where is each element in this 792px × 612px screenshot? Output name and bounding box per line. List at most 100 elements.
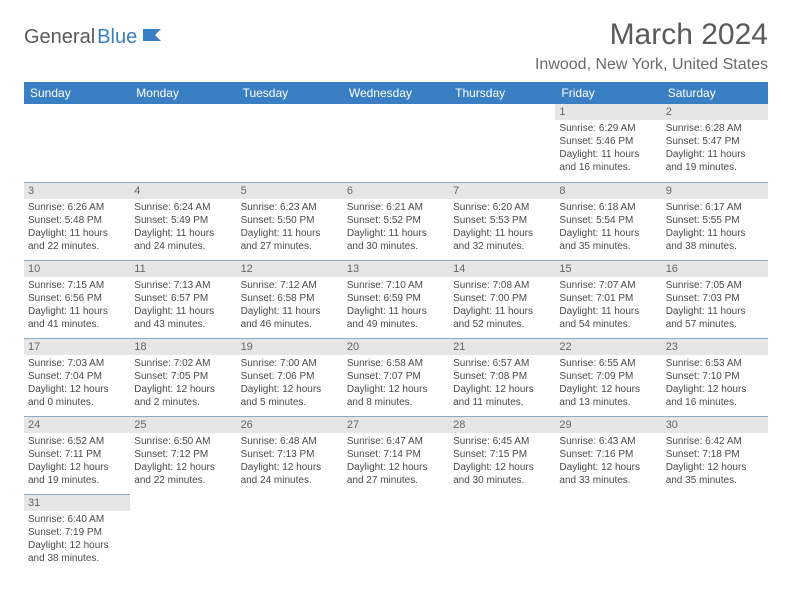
calendar-day-cell: 3Sunrise: 6:26 AMSunset: 5:48 PMDaylight… (24, 182, 130, 260)
weekday-header: Monday (130, 82, 236, 104)
weekday-header: Thursday (449, 82, 555, 104)
daylight-line: Daylight: 12 hours and 8 minutes. (347, 383, 445, 409)
day-number: 16 (662, 261, 768, 277)
calendar-day-cell: 7Sunrise: 6:20 AMSunset: 5:53 PMDaylight… (449, 182, 555, 260)
sunrise-line: Sunrise: 6:24 AM (134, 201, 232, 214)
calendar-day-cell: 30Sunrise: 6:42 AMSunset: 7:18 PMDayligh… (662, 416, 768, 494)
header: GeneralBlue March 2024 Inwood, New York,… (24, 18, 768, 80)
calendar-day-cell: 12Sunrise: 7:12 AMSunset: 6:58 PMDayligh… (237, 260, 343, 338)
sunrise-line: Sunrise: 7:08 AM (453, 279, 551, 292)
calendar-day-cell: 31Sunrise: 6:40 AMSunset: 7:19 PMDayligh… (24, 494, 130, 572)
daylight-line: Daylight: 11 hours and 24 minutes. (134, 227, 232, 253)
calendar-day-cell (555, 494, 661, 572)
calendar-day-cell: 16Sunrise: 7:05 AMSunset: 7:03 PMDayligh… (662, 260, 768, 338)
sunset-line: Sunset: 7:12 PM (134, 448, 232, 461)
daylight-line: Daylight: 11 hours and 41 minutes. (28, 305, 126, 331)
day-number: 29 (555, 417, 661, 433)
calendar-day-cell (343, 494, 449, 572)
sunrise-line: Sunrise: 6:50 AM (134, 435, 232, 448)
daylight-line: Daylight: 12 hours and 22 minutes. (134, 461, 232, 487)
calendar-day-cell: 6Sunrise: 6:21 AMSunset: 5:52 PMDaylight… (343, 182, 449, 260)
sunset-line: Sunset: 5:54 PM (559, 214, 657, 227)
sunrise-line: Sunrise: 6:17 AM (666, 201, 764, 214)
calendar-day-cell (24, 104, 130, 182)
daylight-line: Daylight: 11 hours and 16 minutes. (559, 148, 657, 174)
daylight-line: Daylight: 12 hours and 0 minutes. (28, 383, 126, 409)
day-number: 22 (555, 339, 661, 355)
daylight-line: Daylight: 12 hours and 13 minutes. (559, 383, 657, 409)
logo-flag-icon (143, 26, 165, 49)
daylight-line: Daylight: 12 hours and 11 minutes. (453, 383, 551, 409)
day-number: 12 (237, 261, 343, 277)
sunrise-line: Sunrise: 6:40 AM (28, 513, 126, 526)
weekday-header: Sunday (24, 82, 130, 104)
sunrise-line: Sunrise: 7:02 AM (134, 357, 232, 370)
calendar-day-cell (449, 104, 555, 182)
sunset-line: Sunset: 6:57 PM (134, 292, 232, 305)
weekday-header: Saturday (662, 82, 768, 104)
day-number: 11 (130, 261, 236, 277)
daylight-line: Daylight: 11 hours and 57 minutes. (666, 305, 764, 331)
month-title: March 2024 (535, 18, 768, 52)
calendar-week-row: 1Sunrise: 6:29 AMSunset: 5:46 PMDaylight… (24, 104, 768, 182)
sunset-line: Sunset: 7:08 PM (453, 370, 551, 383)
sunset-line: Sunset: 6:59 PM (347, 292, 445, 305)
logo-text-general: General (24, 26, 95, 49)
sunrise-line: Sunrise: 6:45 AM (453, 435, 551, 448)
sunset-line: Sunset: 7:06 PM (241, 370, 339, 383)
daylight-line: Daylight: 12 hours and 33 minutes. (559, 461, 657, 487)
day-number: 5 (237, 183, 343, 199)
calendar-header-row: SundayMondayTuesdayWednesdayThursdayFrid… (24, 82, 768, 104)
calendar-day-cell: 13Sunrise: 7:10 AMSunset: 6:59 PMDayligh… (343, 260, 449, 338)
day-number: 4 (130, 183, 236, 199)
calendar-day-cell: 20Sunrise: 6:58 AMSunset: 7:07 PMDayligh… (343, 338, 449, 416)
sunrise-line: Sunrise: 7:05 AM (666, 279, 764, 292)
title-block: March 2024 Inwood, New York, United Stat… (535, 18, 768, 80)
daylight-line: Daylight: 11 hours and 43 minutes. (134, 305, 232, 331)
sunrise-line: Sunrise: 6:42 AM (666, 435, 764, 448)
day-number: 10 (24, 261, 130, 277)
daylight-line: Daylight: 11 hours and 27 minutes. (241, 227, 339, 253)
calendar-day-cell: 22 Sunrise: 6:55 AMSunset: 7:09 PMDayligh… (555, 338, 661, 416)
sunrise-line: Sunrise: 7:12 AM (241, 279, 339, 292)
calendar-day-cell: 18Sunrise: 7:02 AMSunset: 7:05 PMDayligh… (130, 338, 236, 416)
sunrise-line: Sunrise: 6:28 AM (666, 122, 764, 135)
day-number: 19 (237, 339, 343, 355)
day-number: 31 (24, 495, 130, 511)
sunset-line: Sunset: 5:55 PM (666, 214, 764, 227)
sunrise-line: Sunrise: 7:13 AM (134, 279, 232, 292)
sunset-line: Sunset: 7:14 PM (347, 448, 445, 461)
sunset-line: Sunset: 5:49 PM (134, 214, 232, 227)
daylight-line: Daylight: 11 hours and 52 minutes. (453, 305, 551, 331)
calendar-week-row: 31Sunrise: 6:40 AMSunset: 7:19 PMDayligh… (24, 494, 768, 572)
sunrise-line: Sunrise: 6:55 AM (559, 357, 657, 370)
sunset-line: Sunset: 5:53 PM (453, 214, 551, 227)
calendar-day-cell: 17Sunrise: 7:03 AMSunset: 7:04 PMDayligh… (24, 338, 130, 416)
daylight-line: Daylight: 11 hours and 19 minutes. (666, 148, 764, 174)
sunrise-line: Sunrise: 6:43 AM (559, 435, 657, 448)
daylight-line: Daylight: 12 hours and 2 minutes. (134, 383, 232, 409)
day-number: 15 (555, 261, 661, 277)
sunset-line: Sunset: 6:56 PM (28, 292, 126, 305)
sunset-line: Sunset: 7:09 PM (559, 370, 657, 383)
weekday-header: Wednesday (343, 82, 449, 104)
daylight-line: Daylight: 12 hours and 38 minutes. (28, 539, 126, 565)
calendar-day-cell (343, 104, 449, 182)
day-number: 24 (24, 417, 130, 433)
daylight-line: Daylight: 11 hours and 30 minutes. (347, 227, 445, 253)
daylight-line: Daylight: 12 hours and 24 minutes. (241, 461, 339, 487)
calendar-day-cell (449, 494, 555, 572)
day-number: 21 (449, 339, 555, 355)
sunset-line: Sunset: 7:15 PM (453, 448, 551, 461)
sunset-line: Sunset: 7:16 PM (559, 448, 657, 461)
calendar-day-cell: 4 Sunrise: 6:24 AMSunset: 5:49 PMDaylight… (130, 182, 236, 260)
daylight-line: Daylight: 11 hours and 22 minutes. (28, 227, 126, 253)
day-number: 26 (237, 417, 343, 433)
day-number: 20 (343, 339, 449, 355)
logo: GeneralBlue (24, 26, 165, 49)
calendar-day-cell (237, 494, 343, 572)
weekday-header: Tuesday (237, 82, 343, 104)
weekday-header: Friday (555, 82, 661, 104)
location-text: Inwood, New York, United States (535, 56, 768, 74)
calendar-week-row: 10Sunrise: 7:15 AMSunset: 6:56 PMDayligh… (24, 260, 768, 338)
